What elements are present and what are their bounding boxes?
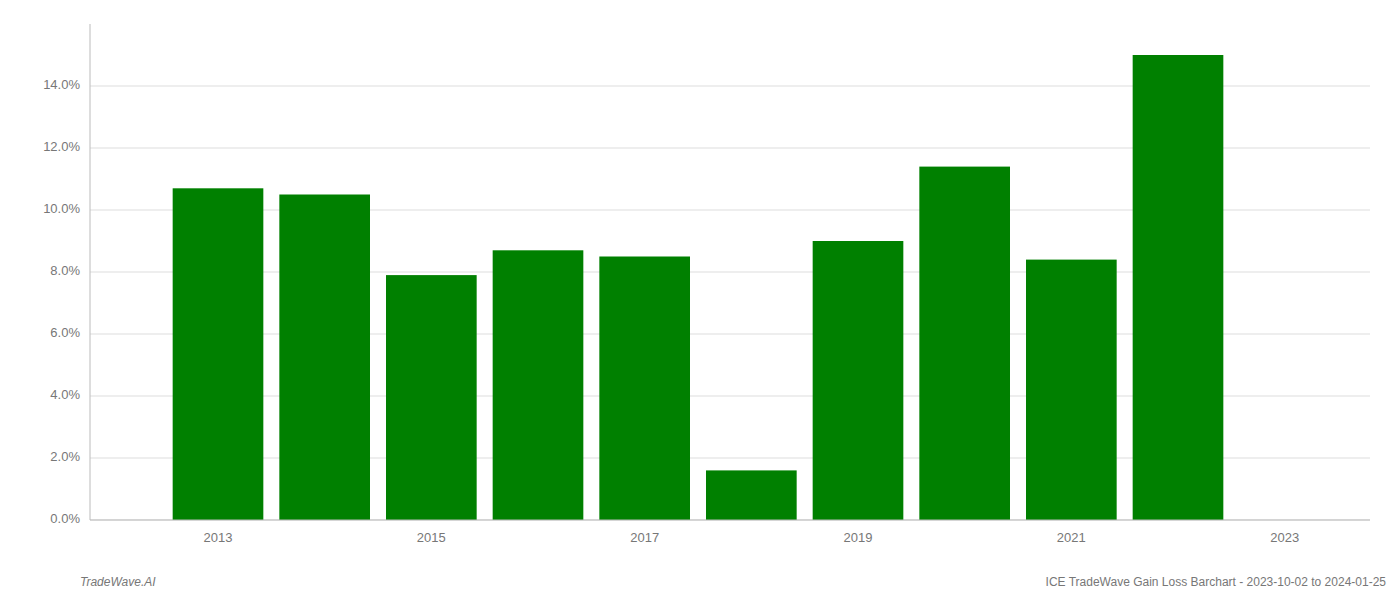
y-tick-label: 2.0%	[50, 449, 80, 464]
bar	[279, 195, 370, 521]
bar	[493, 250, 584, 520]
bar	[706, 470, 797, 520]
x-tick-label: 2023	[1270, 530, 1299, 545]
bar	[386, 275, 477, 520]
footer-left: TradeWave.AI	[80, 575, 156, 589]
y-tick-label: 10.0%	[43, 201, 80, 216]
y-tick-label: 8.0%	[50, 263, 80, 278]
y-axis-line	[90, 24, 91, 520]
y-tick-labels: 0.0% 2.0% 4.0% 6.0% 8.0% 10.0% 12.0% 14.0%	[43, 77, 80, 526]
bar	[1026, 260, 1117, 520]
x-tick-labels: 2013 2015 2017 2019 2021 2023	[204, 530, 1300, 545]
x-axis-line	[90, 520, 1370, 521]
bar	[1133, 55, 1224, 520]
chart-svg: 0.0%2.0%4.0%6.0%8.0%10.0%12.0%14.0%20132…	[0, 0, 1400, 600]
x-tick-label: 2017	[630, 530, 659, 545]
x-tick-label: 2015	[417, 530, 446, 545]
footer-right: ICE TradeWave Gain Loss Barchart - 2023-…	[1046, 575, 1387, 589]
y-tick-label: 12.0%	[43, 139, 80, 154]
y-tick-label: 6.0%	[50, 325, 80, 340]
y-tick-label: 14.0%	[43, 77, 80, 92]
x-tick-label: 2021	[1057, 530, 1086, 545]
bar	[173, 188, 264, 520]
x-tick-label: 2019	[844, 530, 873, 545]
bar	[919, 167, 1010, 520]
chart-container: 0.0%2.0%4.0%6.0%8.0%10.0%12.0%14.0%20132…	[0, 0, 1400, 600]
y-tick-label: 4.0%	[50, 387, 80, 402]
x-tick-label: 2013	[204, 530, 233, 545]
bar	[599, 257, 690, 521]
grid-line	[90, 520, 1370, 521]
bars	[173, 55, 1224, 520]
y-tick-label: 0.0%	[50, 511, 80, 526]
bar	[813, 241, 904, 520]
